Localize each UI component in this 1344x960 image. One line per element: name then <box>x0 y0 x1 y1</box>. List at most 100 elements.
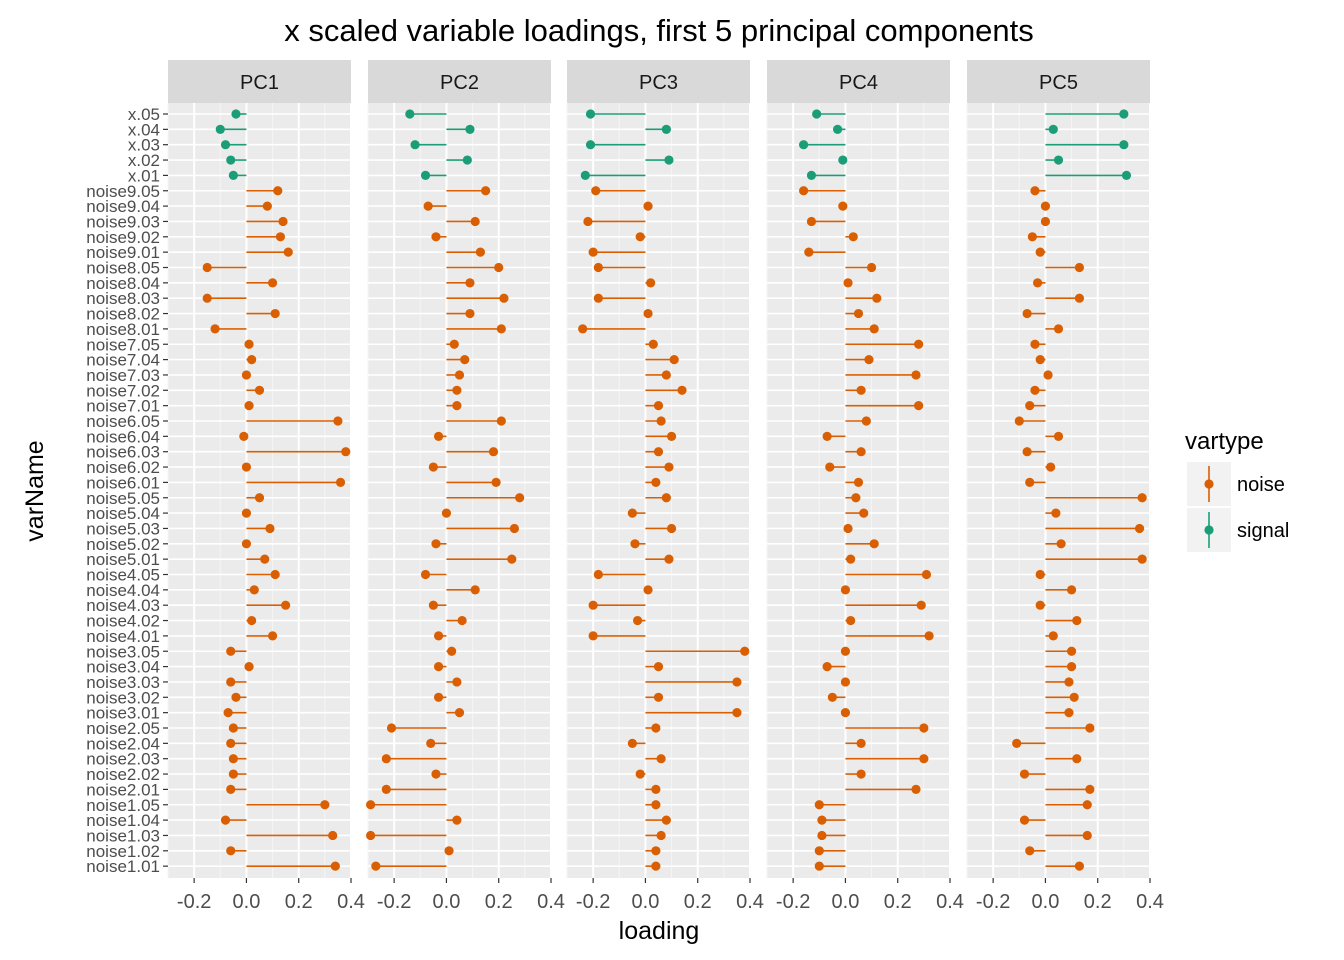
loading-point <box>1082 830 1092 841</box>
loading-point <box>799 186 809 196</box>
loading-point <box>651 784 661 795</box>
loading-point <box>677 385 687 395</box>
loading-point <box>822 431 832 441</box>
loading-point <box>853 477 864 487</box>
loading-point <box>481 186 491 196</box>
panel-background <box>368 103 551 878</box>
loading-point <box>1025 477 1035 487</box>
strip-background <box>767 60 950 103</box>
loading-point <box>1043 370 1053 380</box>
loading-point <box>1137 554 1147 564</box>
loading-point <box>444 846 454 856</box>
loading-point <box>593 293 603 303</box>
loading-point <box>1048 124 1058 134</box>
y-tick-label: noise7.04 <box>86 351 160 370</box>
y-tick-label: noise7.03 <box>86 366 160 385</box>
x-tick-label: 0.4 <box>337 891 365 913</box>
loading-point <box>846 615 856 626</box>
loading-point <box>494 262 504 273</box>
loading-point <box>1035 247 1045 257</box>
x-tick-label: 0.4 <box>1136 891 1164 913</box>
loading-point <box>651 477 661 487</box>
loading-point <box>202 262 212 273</box>
y-tick-label: noise2.01 <box>86 780 160 799</box>
loading-point <box>452 677 462 687</box>
loading-point <box>869 539 879 549</box>
loading-point <box>635 769 645 779</box>
loading-point <box>814 846 824 856</box>
loading-point <box>420 170 431 180</box>
y-tick-label: noise1.03 <box>86 826 160 845</box>
loading-point <box>827 692 837 702</box>
panel-pc1: PC1 -0.2 0.0 0.2 0.4 <box>167 60 365 913</box>
loading-point <box>426 738 436 748</box>
loading-point <box>1137 493 1147 503</box>
loading-point <box>1085 723 1095 733</box>
loading-point <box>496 324 506 334</box>
panel-pc3: PC3 -0.2 0.0 0.2 0.4 <box>566 60 764 913</box>
loading-point <box>669 355 679 365</box>
loading-point <box>335 477 346 487</box>
y-tick-label: noise9.03 <box>86 212 160 231</box>
y-tick-label: noise3.03 <box>86 673 160 692</box>
loading-point <box>433 631 444 641</box>
loading-point <box>1074 861 1085 871</box>
loading-point <box>220 815 231 825</box>
loading-point <box>646 278 656 288</box>
loading-point <box>470 216 480 227</box>
loading-point <box>381 754 391 764</box>
strip-background <box>368 60 551 103</box>
legend-entry-noise: noise <box>1187 462 1285 506</box>
loading-point <box>366 830 376 841</box>
y-tick-label: noise5.02 <box>86 535 160 554</box>
loading-point <box>656 416 666 426</box>
chart-title: x scaled variable loadings, first 5 prin… <box>284 13 1034 48</box>
strip-label-pc5: PC5 <box>1039 72 1078 94</box>
loading-point <box>1064 708 1074 718</box>
loading-point <box>241 508 252 518</box>
loading-point <box>585 109 596 119</box>
loading-point <box>806 216 817 227</box>
loading-point <box>643 201 653 211</box>
strip-label-pc1: PC1 <box>240 72 279 94</box>
loading-point <box>1053 324 1064 334</box>
loading-point <box>465 278 475 288</box>
y-tick-label: noise8.03 <box>86 289 160 308</box>
loading-point <box>838 201 848 211</box>
loading-point <box>1022 308 1032 319</box>
loading-point <box>856 447 866 457</box>
loading-point <box>228 170 238 180</box>
loading-point <box>914 339 924 349</box>
y-tick-label: noise3.04 <box>86 658 160 677</box>
loading-point <box>593 262 603 273</box>
x-tick-label: 0.4 <box>537 891 565 913</box>
y-tick-label: noise4.03 <box>86 596 160 615</box>
x-tick-label: 0.2 <box>684 891 712 913</box>
legend-label-noise: noise <box>1237 474 1285 496</box>
x-tick-label: 0.4 <box>936 891 964 913</box>
loading-point <box>244 339 254 349</box>
loading-point <box>1040 216 1051 227</box>
loading-point <box>1134 523 1145 534</box>
loading-point <box>656 830 666 841</box>
x-tick-label: 0.0 <box>233 891 261 913</box>
loading-point <box>1046 462 1056 472</box>
loading-point <box>428 600 438 610</box>
loading-point <box>496 416 506 426</box>
loading-point <box>921 569 932 580</box>
loading-point <box>1014 416 1024 426</box>
loading-point <box>509 523 519 534</box>
y-tick-label: noise9.02 <box>86 228 160 247</box>
loading-point <box>859 508 869 518</box>
x-tick-label: 0.2 <box>485 891 513 913</box>
loading-point <box>1035 600 1045 610</box>
loading-point <box>804 247 814 257</box>
y-tick-label: noise5.01 <box>86 550 160 569</box>
loading-point <box>454 370 465 380</box>
y-tick-label: noise5.03 <box>86 519 160 538</box>
y-tick-label: noise2.05 <box>86 719 160 738</box>
loading-point <box>457 615 467 626</box>
loading-point <box>832 124 843 134</box>
y-tick-label: noise3.01 <box>86 704 160 723</box>
x-tick-label: 0.0 <box>1032 891 1060 913</box>
